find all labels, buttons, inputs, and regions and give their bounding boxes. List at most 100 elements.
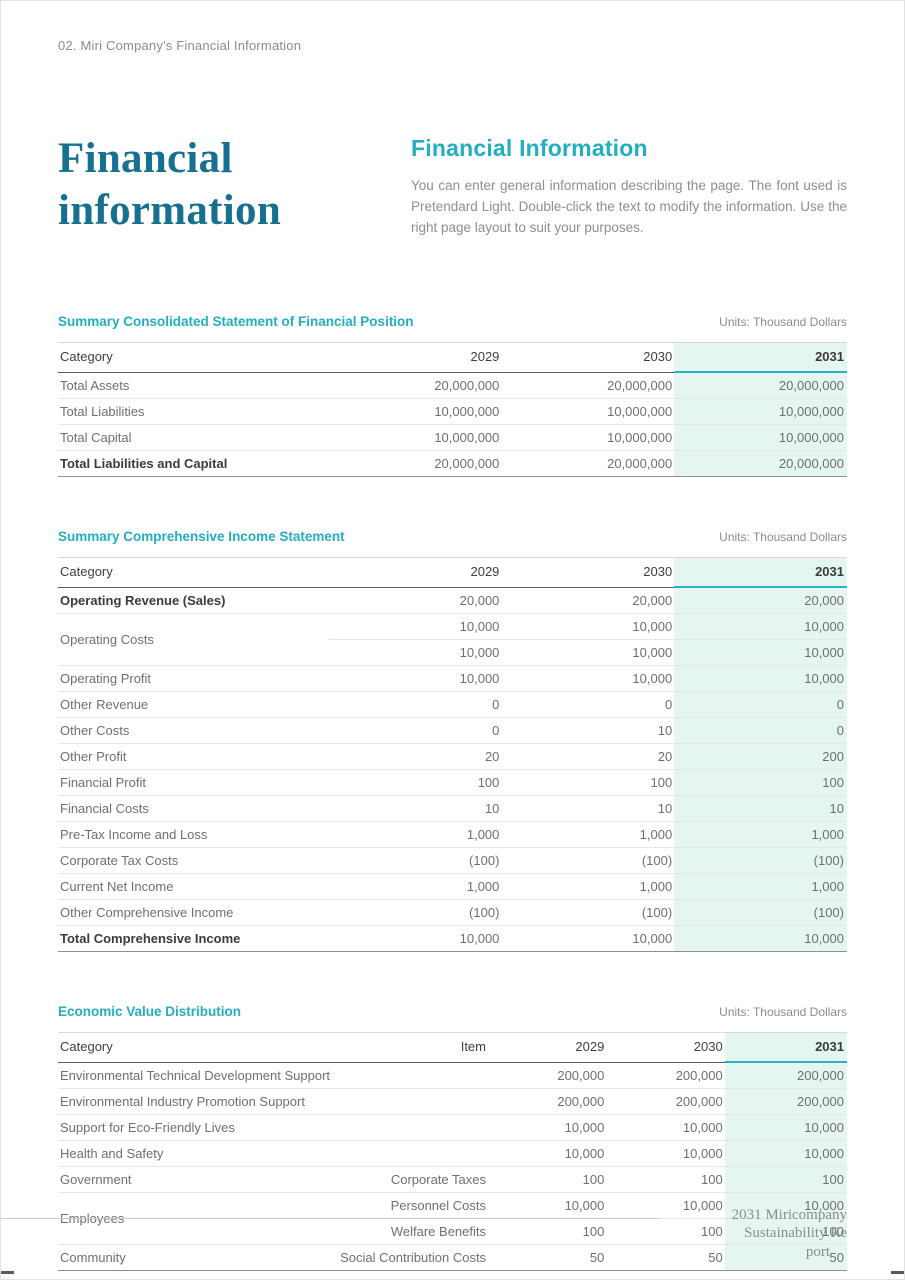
table-row: Corporate Tax Costs (100) (100) (100) [58, 847, 847, 875]
value-cell: 10,000 [501, 639, 675, 667]
value-cell: 10,000,000 [328, 398, 502, 426]
category-cell: Corporate Tax Costs [58, 847, 329, 875]
category-cell: Health and Safety [58, 1140, 339, 1168]
value-cell: 0 [674, 717, 847, 745]
page-title: Financial information [58, 133, 411, 238]
value-cell: (100) [328, 899, 502, 927]
value-cell: 20 [328, 743, 502, 771]
units-label: Units: Thousand Dollars [719, 315, 847, 330]
category-cell: Total Capital [58, 424, 329, 452]
value-cell: 10,000 [606, 1192, 725, 1220]
value-cell: 0 [674, 691, 847, 719]
value-cell: 20,000,000 [501, 372, 675, 400]
item-cell: Social Contribution Costs [338, 1244, 488, 1272]
value-cell: 0 [501, 691, 675, 719]
value-cell: 200,000 [724, 1062, 847, 1090]
table-row: Total Capital 10,000,000 10,000,000 10,000,… [58, 424, 847, 452]
column-header-2031: 2031 [724, 1032, 847, 1064]
value-cell: 20,000 [674, 587, 847, 615]
intro-block: Financial Information You can enter gene… [411, 133, 847, 238]
value-cell: 10,000 [488, 1140, 607, 1168]
table-row: Other Comprehensive Income (100) (100) (100… [58, 899, 847, 927]
value-cell: 10,000 [606, 1114, 725, 1142]
table-row: Pre-Tax Income and Loss 1,000 1,000 1,000 [58, 821, 847, 849]
corner-tick-left [1, 1271, 14, 1274]
value-cell: 100 [488, 1166, 607, 1194]
value-cell: 100 [606, 1166, 725, 1194]
value-cell: 10,000 [674, 925, 847, 953]
value-cell: 200,000 [488, 1062, 607, 1090]
value-cell: 10,000,000 [674, 398, 847, 426]
hero-section: Financial information Financial Informat… [58, 133, 847, 238]
category-cell: Total Assets [58, 372, 329, 400]
value-distribution-table: Category Item 2029 2030 2031 Environmental T… [58, 1032, 847, 1272]
page-title-line1: Financial [58, 135, 233, 182]
value-cell: 200,000 [606, 1088, 725, 1116]
value-cell: 10,000 [328, 639, 502, 667]
table-row: Operating Profit 10,000 10,000 10,000 [58, 665, 847, 693]
value-cell: 10,000 [501, 665, 675, 693]
value-cell: 10,000 [674, 613, 847, 641]
footer-divider [1, 1218, 658, 1220]
value-cell: 10,000 [501, 613, 675, 641]
header-row: Category 2029 2030 2031 [58, 342, 847, 374]
table-row: Total Assets 20,000,000 20,000,000 20,000,0… [58, 372, 847, 400]
column-header-2031: 2031 [674, 342, 847, 374]
item-cell: Corporate Taxes [338, 1166, 488, 1194]
table-row: Health and Safety 10,000 10,000 10,000 [58, 1140, 847, 1168]
value-cell: 10,000 [724, 1140, 847, 1168]
value-cell: 20,000 [501, 587, 675, 615]
category-cell: Operating Revenue (Sales) [58, 587, 329, 615]
value-cell: 50 [724, 1244, 847, 1272]
value-cell: 10 [501, 717, 675, 745]
column-header-category: Category [58, 1032, 339, 1063]
item-cell: Welfare Benefits [338, 1218, 488, 1246]
value-cell: 1,000 [674, 821, 847, 849]
page-title-line2: information [58, 187, 282, 235]
value-cell: 10,000,000 [501, 398, 675, 426]
value-cell: 100 [724, 1166, 847, 1194]
table-row: Total Comprehensive Income 10,000 10,000 10… [58, 925, 847, 953]
value-cell: 10,000 [328, 613, 502, 641]
value-cell: (100) [501, 899, 675, 927]
table-row: Other Revenue 0 0 0 [58, 691, 847, 719]
table-row: Financial Profit 100 100 100 [58, 769, 847, 797]
value-cell: 10,000 [674, 665, 847, 693]
value-cell: 10 [501, 795, 675, 823]
section-header: Summary Consolidated Statement of Financ… [58, 314, 847, 329]
value-cell: 10,000 [488, 1192, 607, 1220]
column-header-item: Item [338, 1032, 488, 1063]
value-cell: 100 [674, 769, 847, 797]
table-row: Operating Revenue (Sales) 20,000 20,000 20,… [58, 587, 847, 615]
category-cell: Community [58, 1244, 339, 1272]
table-row: Community Social Contribution Costs 50 50 50 [58, 1244, 847, 1272]
value-cell: 20,000,000 [674, 372, 847, 400]
value-cell: 100 [724, 1218, 847, 1246]
value-cell: 10,000,000 [328, 424, 502, 452]
value-cell: 20 [501, 743, 675, 771]
value-cell: 1,000 [674, 873, 847, 901]
value-cell: (100) [674, 899, 847, 927]
value-cell: 20,000,000 [501, 450, 675, 478]
value-cell: 0 [328, 691, 502, 719]
table-row: Operating Costs 10,000 10,000 10,000 [58, 613, 847, 667]
category-cell: Other Profit [58, 743, 329, 771]
category-cell: Other Comprehensive Income [58, 899, 329, 927]
table-row: Total Liabilities 10,000,000 10,000,000 10,… [58, 398, 847, 426]
value-cell: 50 [606, 1244, 725, 1272]
category-cell: Total Comprehensive Income [58, 925, 329, 953]
footer-line2: port [805, 1243, 830, 1260]
value-cell: 10,000 [501, 925, 675, 953]
value-cell: 1,000 [328, 821, 502, 849]
value-cell: 200,000 [488, 1088, 607, 1116]
value-cell: 20,000,000 [328, 372, 502, 400]
table-row: Environmental Technical Development Supp… [58, 1062, 847, 1090]
category-cell: Pre-Tax Income and Loss [58, 821, 329, 849]
item-cell [338, 1062, 488, 1090]
value-cell: 100 [328, 769, 502, 797]
income-statement-table: Category 2029 2030 2031 Operating Revenue (… [58, 557, 847, 953]
category-cell: Total Liabilities and Capital [58, 450, 329, 478]
column-header-category: Category [58, 342, 329, 373]
value-cell: 200,000 [724, 1088, 847, 1116]
table-row: Support for Eco-Friendly Lives 10,000 10,0… [58, 1114, 847, 1142]
